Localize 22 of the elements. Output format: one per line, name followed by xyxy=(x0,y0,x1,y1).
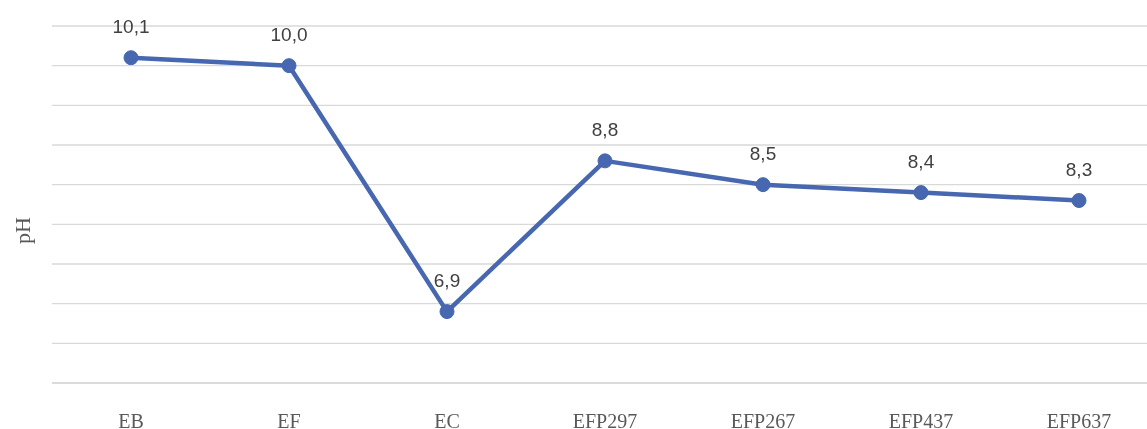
point xyxy=(439,304,455,320)
data-label: 10,1 xyxy=(112,16,150,38)
data-label: 8,8 xyxy=(591,119,619,141)
x-tick-label: EB xyxy=(118,410,144,429)
x-tick-label: EFP297 xyxy=(572,410,638,429)
x-tick-label: EFP267 xyxy=(730,410,796,429)
data-label: 6,9 xyxy=(433,270,461,292)
data-label: 10,0 xyxy=(270,24,308,46)
data-label: 8,4 xyxy=(907,151,935,173)
point xyxy=(281,58,297,74)
y-axis-title: pH xyxy=(9,216,35,244)
x-tick-label: EF xyxy=(277,410,301,429)
point xyxy=(755,177,771,193)
data-label: 8,5 xyxy=(749,143,777,165)
point xyxy=(913,185,929,201)
point xyxy=(597,153,613,169)
data-label: 8,3 xyxy=(1065,159,1093,181)
x-tick-label: EFP437 xyxy=(888,410,954,429)
point xyxy=(123,50,139,66)
x-tick-label: EC xyxy=(434,410,460,429)
point xyxy=(1071,193,1087,209)
x-tick-label: EFP637 xyxy=(1046,410,1112,429)
